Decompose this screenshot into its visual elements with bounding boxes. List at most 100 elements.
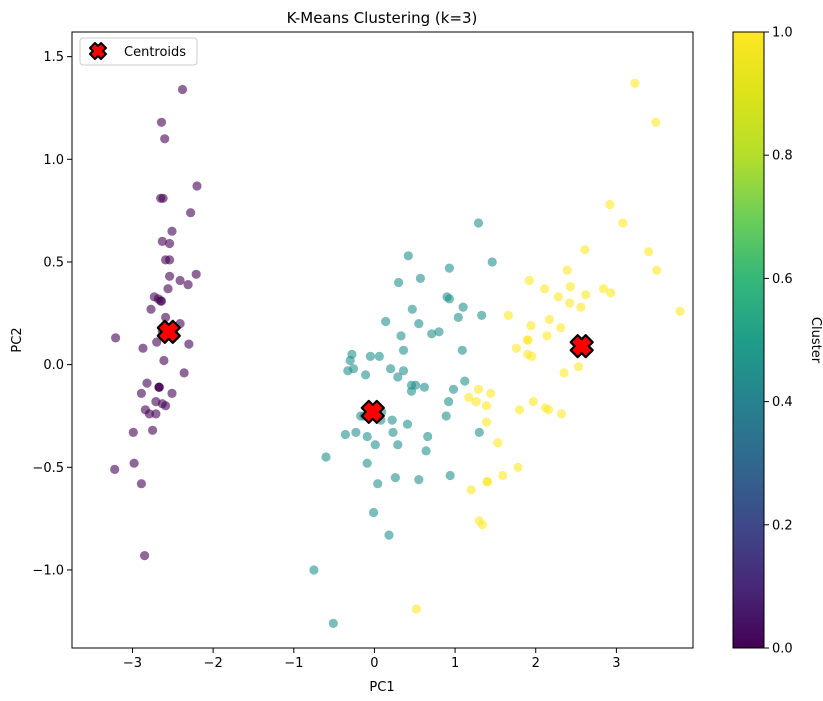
data-point-cluster-2	[565, 298, 575, 308]
colorbar-tick-label: 0.4	[772, 395, 793, 410]
data-point-cluster-1	[384, 530, 394, 540]
data-point-cluster-0	[136, 388, 146, 398]
data-point-cluster-1	[457, 345, 467, 355]
data-point-cluster-1	[347, 349, 357, 359]
data-point-cluster-0	[140, 551, 150, 561]
colorbar-tick-label: 0.2	[772, 518, 793, 533]
data-point-cluster-1	[474, 427, 484, 437]
data-point-cluster-2	[576, 302, 586, 312]
data-point-cluster-2	[481, 401, 492, 411]
data-point-cluster-0	[177, 84, 188, 95]
x-tick-label: 3	[612, 656, 620, 671]
data-point-cluster-1	[370, 440, 380, 450]
data-point-cluster-1	[477, 310, 487, 320]
data-point-cluster-1	[403, 251, 413, 261]
data-point-cluster-1	[414, 319, 424, 329]
data-point-cluster-1	[361, 370, 371, 380]
x-tick-label: 2	[532, 656, 540, 671]
y-tick-label: 1.5	[43, 50, 64, 65]
data-point-cluster-1	[460, 376, 470, 386]
data-point-cluster-2	[598, 284, 609, 294]
data-point-cluster-0	[156, 296, 167, 306]
data-point-cluster-0	[163, 284, 173, 294]
data-point-cluster-0	[161, 312, 171, 322]
x-tick-label: −1	[284, 656, 303, 671]
data-point-cluster-1	[414, 475, 424, 485]
data-point-cluster-1	[415, 273, 425, 283]
data-point-cluster-2	[474, 516, 484, 526]
data-point-cluster-2	[503, 310, 513, 320]
data-point-cluster-0	[161, 401, 171, 411]
data-point-cluster-1	[394, 277, 404, 288]
data-point-cluster-0	[154, 382, 164, 392]
data-point-cluster-0	[167, 388, 177, 398]
data-point-cluster-1	[441, 411, 451, 421]
data-point-cluster-2	[581, 290, 591, 300]
x-axis-ticks: −3 −2 −1 0 1 2 3	[123, 648, 621, 671]
data-point-cluster-1	[362, 431, 372, 442]
centroids-layer	[156, 319, 594, 424]
data-point-cluster-1	[487, 257, 497, 267]
data-point-cluster-1	[444, 263, 454, 273]
data-point-cluster-2	[644, 247, 654, 257]
data-point-cluster-2	[524, 275, 534, 286]
data-point-cluster-2	[473, 384, 484, 394]
data-point-cluster-1	[423, 431, 433, 442]
data-point-cluster-0	[151, 409, 161, 419]
data-point-cluster-2	[523, 335, 533, 345]
data-point-cluster-1	[402, 419, 413, 429]
x-axis-label: PC1	[369, 680, 394, 695]
data-point-cluster-1	[340, 429, 350, 440]
data-point-cluster-1	[351, 427, 361, 437]
data-point-cluster-2	[606, 288, 616, 298]
data-point-cluster-0	[128, 427, 138, 437]
data-point-cluster-2	[498, 470, 508, 481]
data-point-cluster-0	[183, 280, 193, 290]
data-point-cluster-0	[165, 271, 175, 281]
data-point-cluster-2	[528, 397, 538, 407]
colorbar-tick-label: 1.0	[772, 26, 793, 41]
data-point-cluster-2	[651, 117, 661, 127]
data-point-cluster-0	[165, 238, 175, 249]
data-point-cluster-0	[156, 193, 166, 203]
data-point-cluster-0	[156, 117, 167, 127]
data-point-cluster-2	[542, 331, 552, 341]
data-point-cluster-0	[159, 355, 169, 366]
data-point-cluster-0	[110, 464, 120, 474]
data-point-cluster-2	[544, 405, 554, 415]
legend-centroid-marker	[89, 42, 107, 60]
y-axis-label: PC2	[10, 327, 25, 352]
x-tick-label: −2	[204, 656, 223, 671]
data-point-cluster-0	[142, 378, 152, 388]
data-point-cluster-0	[136, 479, 146, 489]
data-point-cluster-2	[565, 282, 576, 292]
data-point-cluster-0	[148, 425, 158, 435]
data-point-cluster-2	[513, 462, 523, 472]
plot-frame	[71, 31, 694, 649]
data-point-cluster-2	[482, 477, 492, 487]
data-point-cluster-2	[573, 362, 584, 372]
data-point-cluster-1	[458, 302, 468, 312]
centroid-marker	[156, 319, 181, 344]
data-point-cluster-1	[381, 316, 391, 327]
chart-title: K-Means Clustering (k=3)	[287, 9, 478, 27]
data-point-cluster-2	[559, 368, 569, 378]
data-point-cluster-1	[419, 382, 429, 392]
data-point-cluster-2	[466, 485, 476, 495]
data-point-cluster-0	[179, 368, 189, 378]
data-point-cluster-0	[138, 343, 148, 353]
data-point-cluster-0	[129, 458, 139, 468]
data-point-cluster-2	[630, 78, 640, 88]
legend-label-centroids: Centroids	[124, 45, 186, 60]
data-point-cluster-2	[464, 392, 474, 403]
colorbar-tick-label: 0.0	[772, 642, 793, 657]
y-tick-label: −0.5	[32, 461, 64, 476]
data-point-cluster-0	[146, 304, 156, 314]
data-point-cluster-1	[427, 329, 437, 339]
data-point-cluster-2	[562, 265, 572, 275]
data-point-cluster-1	[390, 473, 400, 483]
data-point-cluster-1	[473, 218, 484, 228]
data-point-cluster-2	[515, 405, 525, 415]
y-tick-label: 1.0	[43, 153, 64, 168]
